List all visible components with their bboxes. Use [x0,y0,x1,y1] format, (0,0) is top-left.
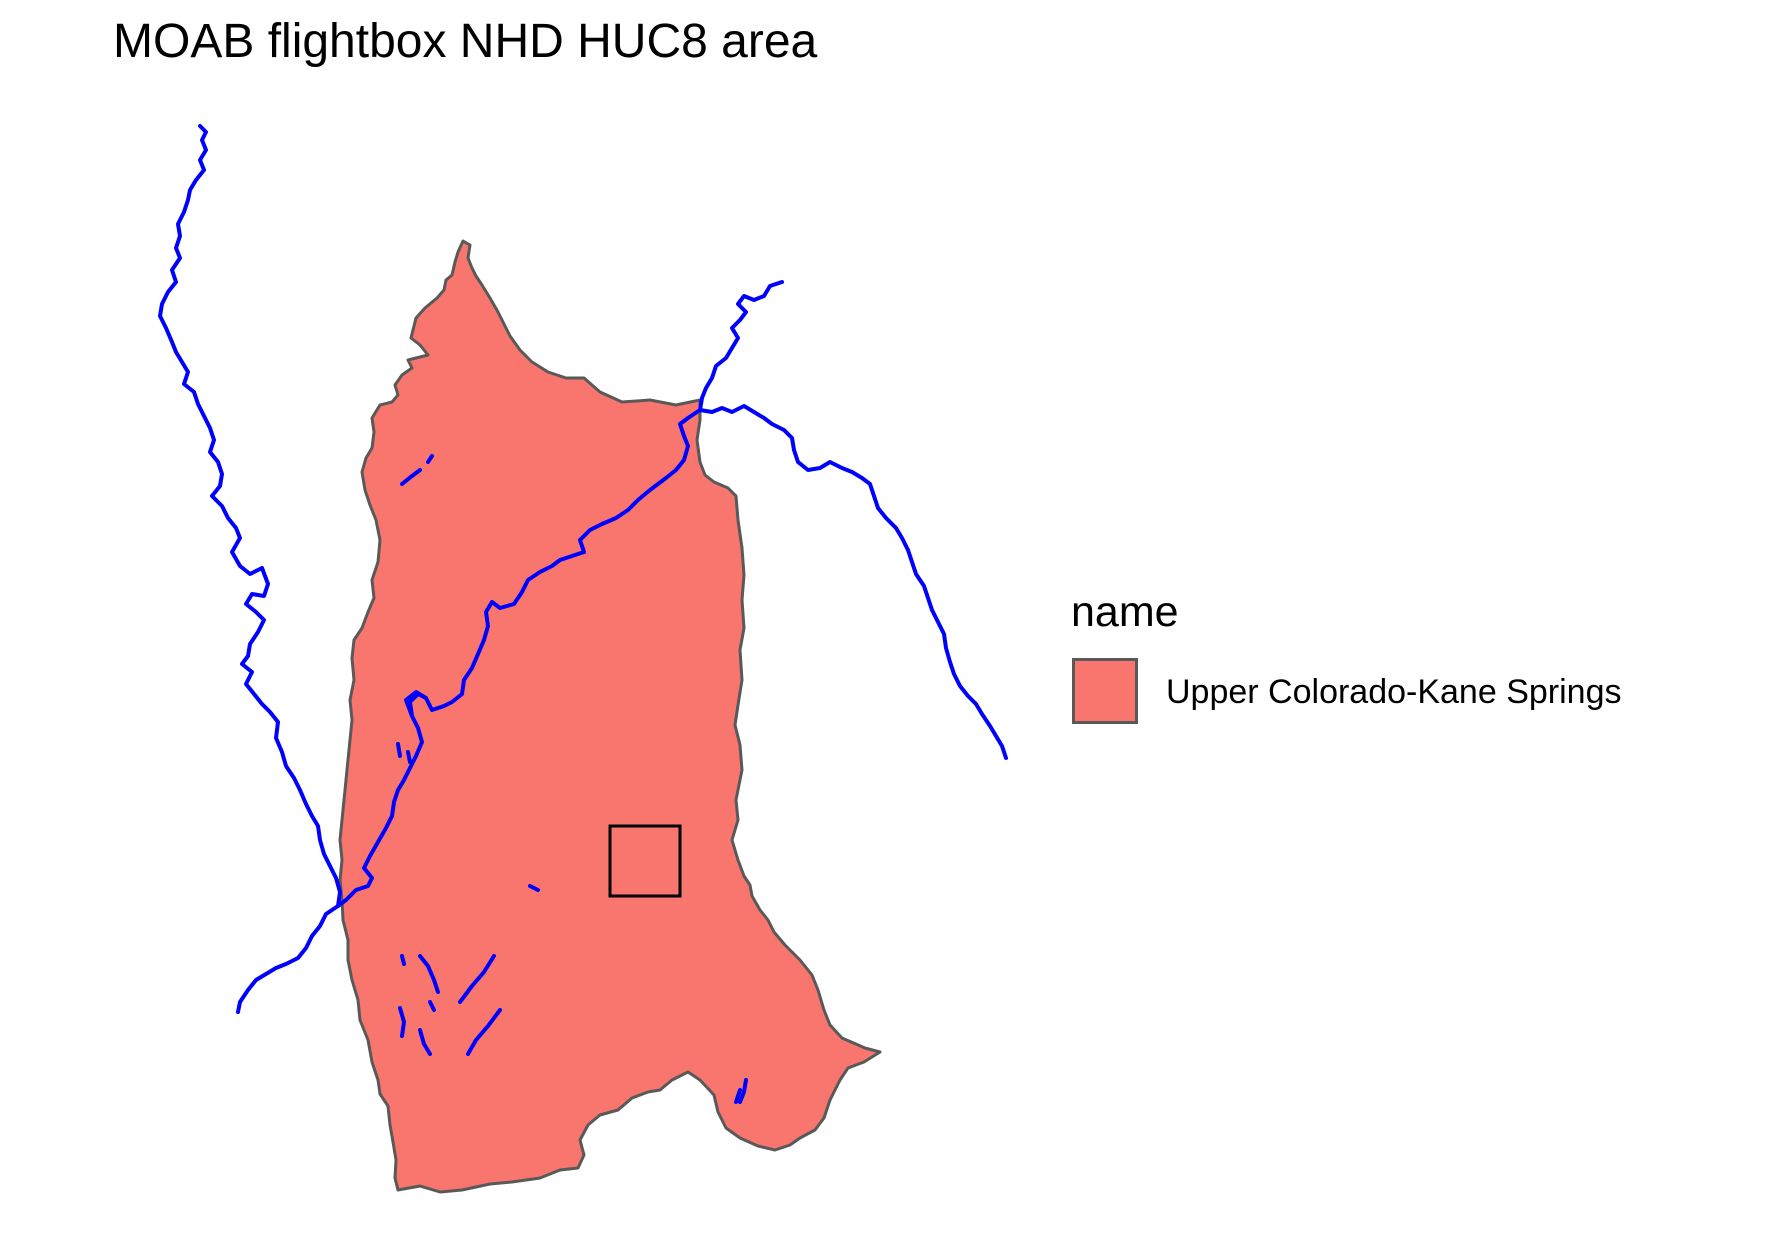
stream-segment [400,468,422,486]
stream-segment [406,750,412,764]
huc8-polygon [338,239,882,1194]
lake-segment [734,1088,742,1104]
map-title: MOAB flightbox NHD HUC8 area [113,15,818,68]
stream-segment [528,884,540,892]
legend-label: Upper Colorado-Kane Springs [1166,673,1622,711]
stream-segment [418,954,440,994]
river-side-channel [404,690,428,718]
stream-segment [418,1028,432,1056]
stream-segment [396,742,402,758]
lake-segment [738,1078,748,1104]
green-river [158,124,342,908]
colorado-river [236,280,784,1014]
stream-segment [428,1000,436,1012]
stream-segment [400,954,406,966]
colorado-river-upstream [698,404,1008,760]
streams-layer [396,454,748,1104]
flightbox [608,824,682,898]
stream-segment [466,1008,502,1056]
legend-key-swatch [1072,658,1138,724]
stream-segment [398,1006,407,1038]
stream-segment [426,454,434,464]
stream-segment [458,954,496,1004]
legend-title: name [1071,588,1179,636]
rivers-layer [158,124,1008,1014]
